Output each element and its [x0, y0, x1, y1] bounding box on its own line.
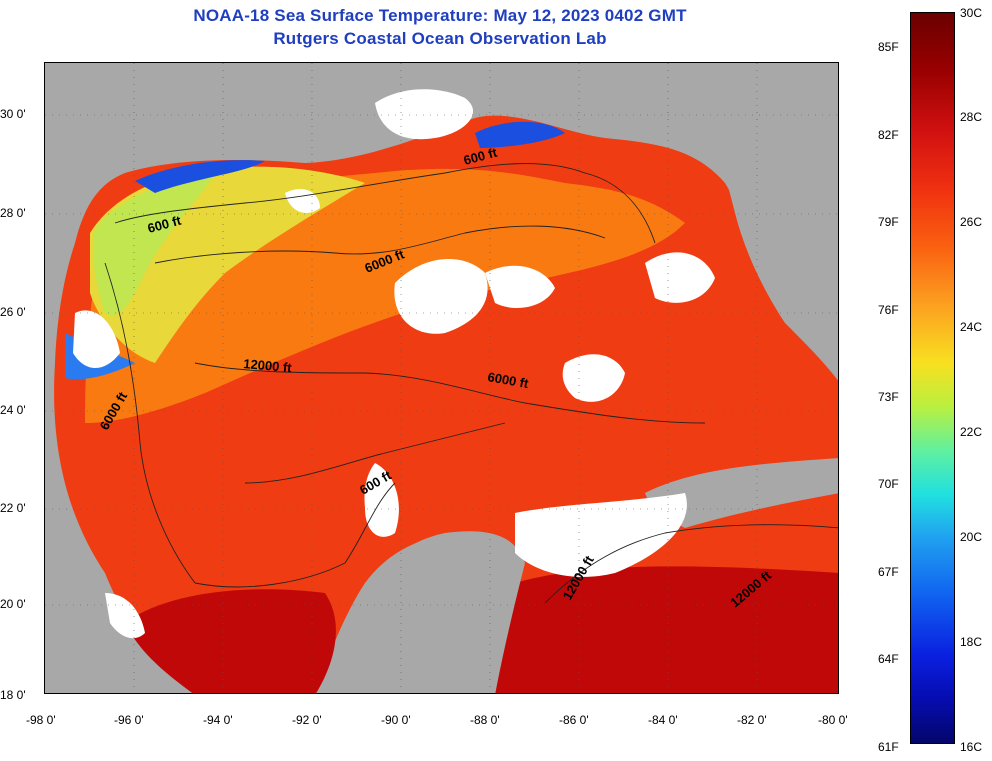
depth-contours: [104, 163, 838, 604]
colorbar-c-label: 22C: [960, 425, 983, 439]
florida-land: [705, 63, 838, 381]
longitude-label: -86 0': [559, 713, 589, 727]
colorbar-f-label: 61F: [878, 740, 899, 754]
contour-label: 6000 ft: [486, 369, 530, 391]
latitude-label: 28 0': [0, 206, 26, 220]
hot-water-region: [125, 589, 336, 693]
colorbar-f-label: 79F: [878, 215, 899, 229]
colorbar-f-label: 76F: [878, 303, 899, 317]
longitude-label: -92 0': [292, 713, 322, 727]
graticule: [45, 63, 838, 693]
contour-label: 12000 ft: [243, 356, 293, 375]
cold-coastal-water-east: [475, 121, 565, 148]
latitude-label: 26 0': [0, 305, 26, 319]
colorbar-f-label: 82F: [878, 128, 899, 142]
hot-water-caribbean: [485, 566, 838, 693]
map-subtitle: Rutgers Coastal Ocean Observation Lab: [273, 29, 607, 48]
longitude-label: -90 0': [381, 713, 411, 727]
longitude-label: -80 0': [818, 713, 848, 727]
longitude-label: -88 0': [470, 713, 500, 727]
colorbar-f-label: 73F: [878, 390, 899, 404]
colorbar-c-label: 28C: [960, 110, 983, 124]
sst-map-canvas: 600 ft 600 ft 6000 ft 12000 ft 6000 ft 6…: [45, 63, 838, 693]
cold-coastal-water: [135, 160, 265, 193]
colorbar-f-label: 67F: [878, 565, 899, 579]
colorbar-c-label: 30C: [960, 6, 983, 20]
colorbar-c-label: 18C: [960, 635, 983, 649]
longitude-label: -84 0': [648, 713, 678, 727]
colorbar-f-label: 85F: [878, 40, 899, 54]
yucatan-land: [335, 531, 525, 693]
cuba-land: [645, 458, 838, 528]
latitude-label: 20 0': [0, 597, 26, 611]
longitude-label: -82 0': [737, 713, 767, 727]
longitude-label: -96 0': [114, 713, 144, 727]
latitude-label: 30 0': [0, 107, 26, 121]
temperature-colorbar: [910, 12, 955, 744]
colorbar-c-label: 26C: [960, 215, 983, 229]
longitude-label: -98 0': [26, 713, 56, 727]
sst-map: 600 ft 600 ft 6000 ft 12000 ft 6000 ft 6…: [44, 62, 839, 694]
colorbar-f-label: 64F: [878, 652, 899, 666]
longitude-label: -94 0': [203, 713, 233, 727]
colorbar-c-label: 24C: [960, 320, 983, 334]
cooler-shelf-water: [93, 175, 215, 316]
map-title: NOAA-18 Sea Surface Temperature: May 12,…: [193, 6, 687, 25]
colorbar-c-label: 16C: [960, 740, 983, 754]
colorbar-c-label: 20C: [960, 530, 983, 544]
latitude-label: 24 0': [0, 403, 26, 417]
latitude-label: 22 0': [0, 501, 26, 515]
north-coast-land: [45, 63, 705, 223]
colorbar-f-label: 70F: [878, 477, 899, 491]
latitude-label: 18 0': [0, 688, 26, 702]
